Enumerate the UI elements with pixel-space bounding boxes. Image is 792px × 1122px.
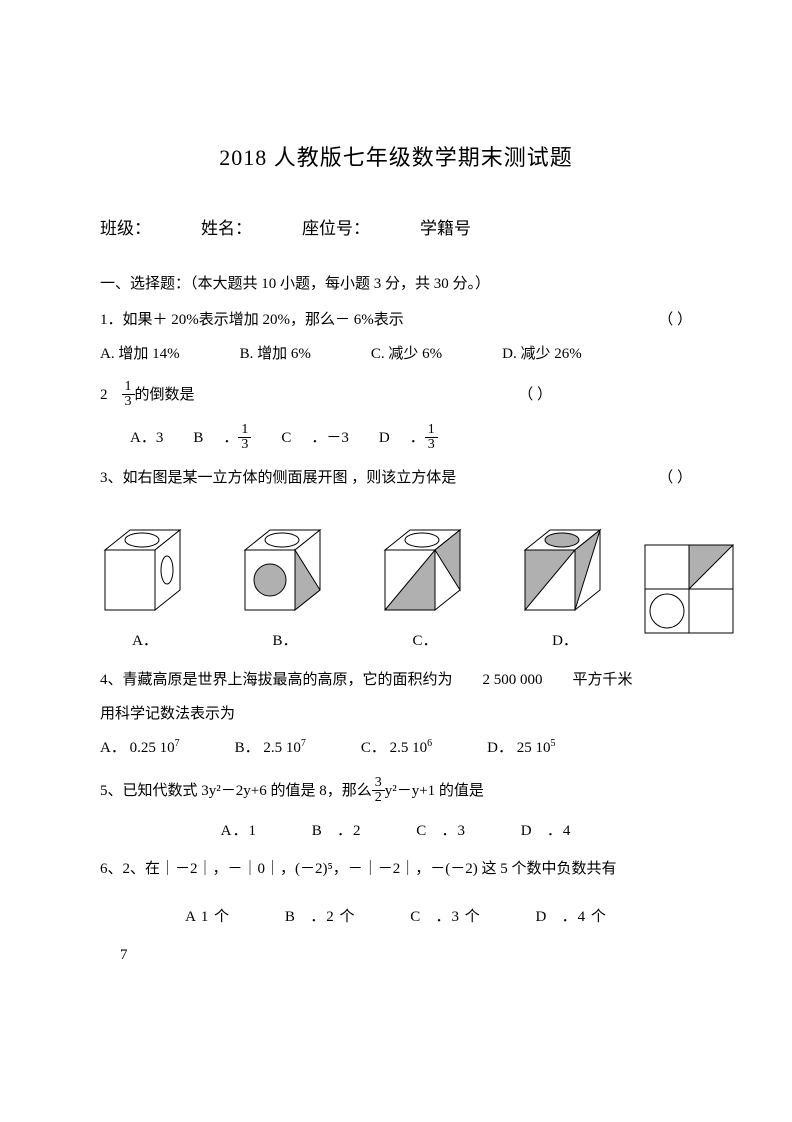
q5-opt-a[interactable]: A．1 [221,819,257,843]
q5-post: y²－y+1 的值是 [385,779,484,803]
q5-opt-d[interactable]: D ．4 [521,819,572,843]
q6-opt-b[interactable]: B ．2 个 [285,905,356,929]
q5-text: 5、已知代数式 3y²－2y+6 的值是 8，那么 3 2 y²－y+1 的值是 [100,776,692,805]
q1-opt-d[interactable]: D. 减少 26% [502,342,582,366]
cube-a-label: A． [80,629,210,653]
cube-a[interactable]: A． [80,520,210,653]
q1-text: 1．如果＋ 20%表示增加 20%，那么－ 6%表示 （ ） [100,308,692,332]
page-title: 2018 人教版七年级数学期末测试题 [100,140,692,175]
q5-pre: 5、已知代数式 3y²－2y+6 的值是 8，那么 [100,779,372,803]
q6-opt-d[interactable]: D ．4 个 [535,905,606,929]
q4-text-b: 2 500 000 [483,668,543,692]
q2-suffix: 的倒数是 [135,383,195,407]
q4-line1: 4、青藏高原是世界上海拔最高的高原，它的面积约为 2 500 000 平方千米 [100,668,692,692]
q2-text: 2 1 3 的倒数是 （ ） [100,380,692,409]
q1-stem: 1．如果＋ 20%表示增加 20%，那么－ 6%表示 [100,308,404,332]
name-label: 姓名： [201,215,252,242]
q2-opt-d[interactable]: D ． 13 [379,423,438,452]
q4-opt-b[interactable]: B． 2.5 107 [235,736,306,760]
q3-figures: A． B． C． [80,520,792,658]
q5-opt-c[interactable]: C ．3 [416,819,466,843]
q2-opt-b[interactable]: B ． 13 [193,423,251,452]
q2-opt-a[interactable]: A．3 [130,426,163,450]
cube-net-icon [640,520,750,650]
q1-options: A. 增加 14% B. 增加 6% C. 减少 6% D. 减少 26% [100,342,692,366]
q1-paren: （ ） [658,308,692,332]
cube-d-icon [510,520,620,615]
q4-opt-a[interactable]: A． 0.25 107 [100,736,180,760]
q4-opt-d[interactable]: D． 25 105 [487,736,555,760]
q7-partial: 7 [100,943,692,967]
q6-text: 6、2、在｜－2｜，－｜0｜，(－2)⁵，－｜－2｜，－(－2) 这 5 个数中… [100,857,692,881]
q1-opt-b[interactable]: B. 增加 6% [240,342,311,366]
section-1-heading: 一、选择题：（本大题共 10 小题，每小题 3 分，共 30 分。） [100,272,692,296]
q3-text: 3、如右图是某一立方体的侧面展开图 ，则该立方体是 （ ） [100,466,692,490]
q6-opt-c[interactable]: C ．3 个 [410,905,481,929]
cube-net [640,520,750,658]
q2-frac-num: 1 [122,380,135,395]
q2-opt-c[interactable]: C ．－3 [281,426,349,450]
seat-label: 座位号： [302,215,370,242]
cube-c-label: C． [360,629,490,653]
q4-opt-c[interactable]: C． 2.5 106 [361,736,432,760]
q4-options: A． 0.25 107 B． 2.5 107 C． 2.5 106 D． 25 … [100,736,692,760]
q3-paren: （ ） [658,466,692,490]
q4-text-c: 平方千米 [573,668,633,692]
cube-c[interactable]: C． [360,520,490,653]
q6-opt-a[interactable]: A 1 个 [185,905,230,929]
cube-d-label: D． [500,629,630,653]
cube-a-icon [90,520,200,615]
q2-options: A．3 B ． 13 C ．－3 D ． 13 [100,423,692,452]
q5-fraction: 3 2 [372,776,385,805]
cube-b[interactable]: B． [220,520,350,653]
q1-opt-c[interactable]: C. 减少 6% [371,342,442,366]
cube-d[interactable]: D． [500,520,630,653]
student-header: 班级： 姓名： 座位号： 学籍号 [100,215,692,242]
q2-frac-den: 3 [122,395,135,409]
q2-fraction: 1 3 [122,380,135,409]
q3-stem: 3、如右图是某一立方体的侧面展开图 ，则该立方体是 [100,466,456,490]
q2-paren: （ ） [518,383,552,407]
cube-b-label: B． [220,629,350,653]
q4-line2: 用科学记数法表示为 [100,702,692,726]
q6-options: A 1 个 B ．2 个 C ．3 个 D ．4 个 [100,905,692,929]
q5-opt-b[interactable]: B ．2 [312,819,362,843]
cube-c-icon [370,520,480,615]
cube-b-icon [230,520,340,615]
class-label: 班级： [100,215,151,242]
q1-opt-a[interactable]: A. 增加 14% [100,342,180,366]
id-label: 学籍号 [420,215,471,242]
q5-options: A．1 B ．2 C ．3 D ．4 [100,819,692,843]
q4-text-a: 4、青藏高原是世界上海拔最高的高原，它的面积约为 [100,668,453,692]
q2-prefix: 2 [100,383,108,407]
